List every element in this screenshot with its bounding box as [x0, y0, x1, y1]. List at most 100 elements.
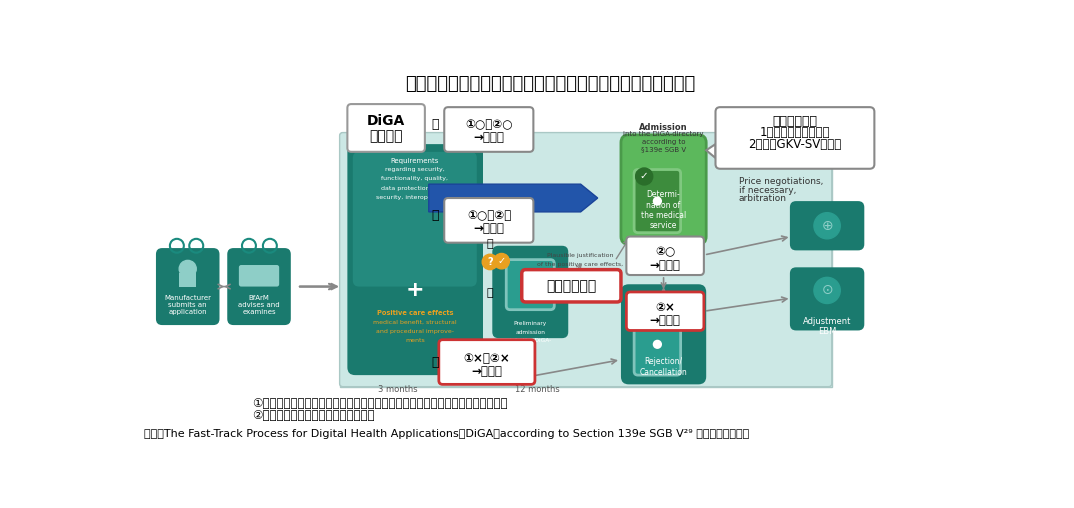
Text: BfArM
advises and
examines: BfArM advises and examines	[238, 295, 280, 315]
Text: +: +	[406, 280, 424, 300]
FancyBboxPatch shape	[621, 135, 707, 244]
Text: Plausible justification: Plausible justification	[547, 253, 613, 259]
Circle shape	[482, 254, 497, 270]
Text: ①：安全性、機能性、品質（相互運用性等）、データ保護、データセキュリティ: ①：安全性、機能性、品質（相互運用性等）、データ保護、データセキュリティ	[252, 397, 508, 409]
Text: →仮登録: →仮登録	[474, 223, 505, 235]
Text: §139e SGB V: §139e SGB V	[641, 146, 686, 152]
Text: 1年目：メーカー設定: 1年目：メーカー設定	[759, 126, 830, 139]
Text: 👍: 👍	[487, 239, 493, 249]
Text: →本登録: →本登録	[650, 259, 681, 271]
Text: ✓: ✓	[640, 172, 649, 181]
Text: 図２　ドイツにおける薬事承認申請から保険償還までの経路: 図２ ドイツにおける薬事承認申請から保険償還までの経路	[405, 75, 696, 93]
Text: →不許可: →不許可	[650, 314, 681, 327]
Circle shape	[636, 311, 653, 328]
Text: Adjustment: Adjustment	[803, 318, 852, 326]
Text: Requirements: Requirements	[391, 158, 439, 164]
FancyBboxPatch shape	[522, 270, 621, 302]
Text: 出所：The Fast-Track Process for Digital Health Applications（DiGA）according to Sect: 出所：The Fast-Track Process for Digital He…	[144, 429, 749, 439]
FancyBboxPatch shape	[445, 198, 534, 243]
Text: if necessary,: if necessary,	[739, 186, 796, 195]
Text: ②×: ②×	[655, 301, 676, 314]
Text: concept for evaluation: concept for evaluation	[545, 270, 615, 275]
Text: ②○: ②○	[655, 245, 676, 259]
Text: and procedural improve-: and procedural improve-	[376, 329, 454, 334]
Text: into the DiGA-directory: into the DiGA-directory	[623, 131, 703, 137]
Text: ⊕: ⊕	[822, 219, 833, 233]
Text: ?: ?	[488, 257, 493, 267]
Text: 3 months: 3 months	[378, 385, 418, 394]
Text: ⊙: ⊙	[822, 283, 833, 297]
FancyBboxPatch shape	[238, 265, 279, 287]
Bar	[246, 287, 253, 293]
Text: 登録要件: 登録要件	[369, 130, 403, 143]
Text: admission: admission	[516, 330, 546, 335]
Text: Manufacturer
submits an
application: Manufacturer submits an application	[164, 295, 212, 315]
Text: →本登録: →本登録	[474, 132, 505, 144]
Text: →不許可: →不許可	[471, 365, 503, 378]
Text: 👎: 👎	[431, 356, 438, 368]
Text: 臨床効果検証: 臨床効果検証	[547, 279, 596, 293]
FancyBboxPatch shape	[352, 152, 477, 287]
Text: 12 months: 12 months	[514, 385, 560, 394]
Text: Determi-
nation of
the medical
service: Determi- nation of the medical service	[641, 190, 686, 230]
Text: functionality, quality,: functionality, quality,	[381, 176, 448, 181]
Text: 保険償還価格: 保険償還価格	[772, 115, 817, 128]
Text: ①○、②○: ①○、②○	[465, 118, 513, 132]
FancyBboxPatch shape	[228, 248, 291, 325]
Text: 👎: 👎	[487, 288, 493, 298]
FancyBboxPatch shape	[626, 292, 703, 331]
FancyBboxPatch shape	[445, 107, 534, 152]
FancyBboxPatch shape	[715, 107, 874, 169]
Text: Admission: Admission	[639, 122, 687, 132]
Text: ①○、②？: ①○、②？	[467, 209, 511, 222]
Text: data protection, data: data protection, data	[381, 186, 448, 190]
Bar	[339, 133, 831, 387]
Circle shape	[179, 261, 197, 277]
Bar	[179, 273, 197, 287]
Text: ✓: ✓	[497, 256, 506, 266]
Text: 👍: 👍	[431, 118, 438, 132]
FancyBboxPatch shape	[634, 313, 681, 375]
Text: regarding security,: regarding security,	[384, 167, 445, 172]
Circle shape	[814, 277, 840, 303]
Text: security, interoperability: security, interoperability	[376, 195, 453, 200]
FancyBboxPatch shape	[634, 170, 681, 233]
Text: Positive care effects: Positive care effects	[377, 310, 453, 315]
Text: of the positive care effects,: of the positive care effects,	[537, 262, 623, 267]
FancyBboxPatch shape	[789, 201, 865, 250]
Text: ✕: ✕	[640, 314, 649, 325]
FancyBboxPatch shape	[156, 248, 219, 325]
Text: Rejection/
Cancellation: Rejection/ Cancellation	[640, 357, 687, 376]
Circle shape	[653, 340, 662, 349]
FancyBboxPatch shape	[492, 246, 568, 338]
Text: arbitration: arbitration	[739, 194, 787, 203]
FancyBboxPatch shape	[439, 340, 535, 385]
Circle shape	[814, 213, 840, 239]
Bar	[259, 287, 266, 293]
Text: ②：臨床効果（ポジティブケア効果）: ②：臨床効果（ポジティブケア効果）	[252, 409, 375, 422]
Text: EBM: EBM	[818, 327, 837, 336]
Text: ①×、②×: ①×、②×	[464, 352, 510, 365]
FancyBboxPatch shape	[506, 260, 554, 310]
Text: Price negotiations,: Price negotiations,	[739, 177, 823, 186]
FancyBboxPatch shape	[347, 144, 483, 375]
FancyBboxPatch shape	[789, 267, 865, 331]
Text: Preliminary: Preliminary	[513, 321, 547, 326]
FancyBboxPatch shape	[347, 104, 425, 152]
Circle shape	[653, 197, 662, 206]
FancyBboxPatch shape	[621, 284, 707, 385]
Text: according to: according to	[642, 139, 685, 145]
Text: 👍: 👍	[431, 209, 438, 222]
Text: into the DiGA-: into the DiGA-	[510, 338, 551, 343]
FancyBboxPatch shape	[339, 133, 831, 387]
Polygon shape	[707, 144, 715, 158]
FancyBboxPatch shape	[626, 237, 703, 275]
Text: ments: ments	[405, 338, 424, 343]
Circle shape	[636, 168, 653, 185]
Text: DiGA: DiGA	[367, 114, 405, 128]
Circle shape	[525, 280, 535, 290]
Text: medical benefit, structural: medical benefit, structural	[373, 320, 456, 325]
Circle shape	[494, 253, 509, 269]
Text: 2年目：GKV-SVと交渉: 2年目：GKV-SVと交渉	[748, 138, 841, 151]
FancyArrow shape	[429, 184, 598, 212]
